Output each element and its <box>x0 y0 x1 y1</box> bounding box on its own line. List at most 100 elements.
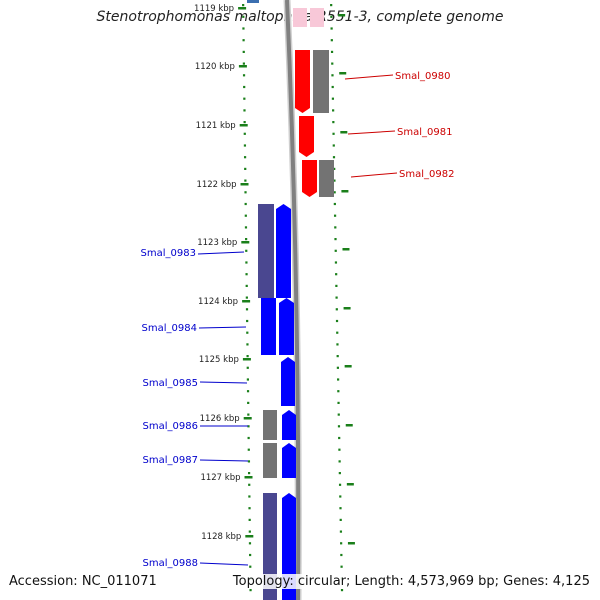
minor-tick <box>333 202 336 206</box>
minor-tick <box>340 542 343 545</box>
reverse-cds-arrow <box>282 410 296 440</box>
major-tick <box>242 300 251 303</box>
minor-tick <box>333 191 336 194</box>
reverse-gene-feature <box>261 298 276 355</box>
kbp-label: 1123 kbp <box>197 238 237 248</box>
minor-tick <box>247 413 250 416</box>
minor-tick <box>248 530 251 533</box>
kbp-label: 1120 kbp <box>195 62 235 72</box>
minor-tick <box>338 448 341 451</box>
minor-tick <box>247 448 250 451</box>
kbp-label: 1125 kbp <box>199 355 239 365</box>
minor-tick <box>247 401 250 404</box>
major-tick <box>244 476 253 479</box>
minor-tick <box>338 472 341 475</box>
reverse-cds-arrow <box>276 204 291 298</box>
gene-leader-line <box>199 381 248 384</box>
tick-marks-right <box>330 4 344 592</box>
minor-tick <box>242 15 245 18</box>
minor-tick <box>246 378 249 381</box>
minor-tick <box>249 565 252 568</box>
minor-tick <box>245 273 248 276</box>
minor-tick <box>337 390 340 393</box>
minor-tick <box>337 378 340 381</box>
reverse-gene-feature <box>263 493 277 600</box>
gene-leader-line <box>350 172 398 178</box>
minor-tick <box>247 472 251 475</box>
partial-feature <box>247 0 259 3</box>
major-tick <box>245 535 254 538</box>
gene-leader-line <box>347 130 396 135</box>
major-tick <box>241 241 250 244</box>
minor-tick <box>339 507 342 510</box>
major-tick-outer <box>341 190 349 193</box>
minor-tick <box>243 132 246 135</box>
minor-tick <box>245 296 248 299</box>
gene-label: Smal_0985 <box>143 378 198 389</box>
minor-tick <box>247 460 251 463</box>
minor-tick <box>331 62 334 65</box>
major-tick <box>238 7 247 10</box>
minor-tick <box>335 296 338 299</box>
forward-cds-arrow <box>295 50 310 113</box>
gene-leader-line <box>199 562 249 566</box>
kbp-labels: 1119 kbp 1120 kbp 1121 kbp 1122 kbp 1123 kbp… <box>194 4 355 545</box>
minor-tick <box>336 331 339 334</box>
gene-leader-line <box>198 326 247 329</box>
gene-label: Smal_0983 <box>141 248 196 259</box>
minor-tick <box>330 15 333 18</box>
minor-tick <box>242 4 245 7</box>
gene-label: Smal_0988 <box>143 558 198 569</box>
gene-labels: Smal_0980 Smal_0981 Smal_0982 Smal_0983 Smal… <box>141 71 455 569</box>
minor-tick <box>247 436 250 440</box>
major-tick <box>239 124 248 127</box>
minor-tick <box>248 518 251 521</box>
minor-tick <box>249 553 252 557</box>
minor-tick <box>336 343 339 346</box>
major-tick-outer <box>343 307 351 310</box>
gene-leader-line <box>199 459 249 462</box>
reverse-cds-arrow <box>281 357 295 406</box>
minor-tick <box>337 413 340 416</box>
major-tick-outer <box>345 424 353 427</box>
minor-tick <box>242 62 245 65</box>
minor-tick <box>245 249 248 252</box>
major-tick <box>242 358 251 361</box>
reverse-cds-arrow <box>282 493 296 600</box>
gene-leader-line <box>344 74 394 80</box>
minor-tick <box>246 390 250 393</box>
minor-tick <box>244 202 247 206</box>
kbp-label: 1128 kbp <box>201 532 241 542</box>
major-tick-outer <box>342 248 350 251</box>
backbone-line <box>285 0 301 600</box>
gene-label: Smal_0980 <box>395 71 450 82</box>
major-tick <box>243 417 252 420</box>
genome-summary: Topology: circular; Length: 4,573,969 bp… <box>232 574 590 589</box>
gene-label: Smal_0981 <box>397 127 452 138</box>
minor-tick <box>338 483 342 486</box>
minor-tick <box>340 565 343 568</box>
minor-tick <box>330 27 333 30</box>
minor-tick <box>245 261 248 264</box>
minor-tick <box>330 39 333 42</box>
reverse-gene-feature <box>258 204 274 298</box>
minor-tick <box>247 425 250 428</box>
minor-tick <box>248 542 252 545</box>
minor-tick <box>245 284 248 287</box>
minor-tick <box>243 121 246 124</box>
minor-tick <box>330 50 334 53</box>
minor-tick <box>336 355 339 358</box>
minor-tick <box>245 308 249 311</box>
minor-tick <box>243 144 247 147</box>
gene-feature-block <box>263 443 277 478</box>
minor-tick <box>246 355 249 358</box>
minor-tick <box>243 109 246 112</box>
minor-tick <box>246 366 249 369</box>
minor-tick <box>246 319 249 323</box>
reverse-cds-arrow <box>279 298 294 355</box>
minor-tick <box>333 167 336 170</box>
kbp-label: 1121 kbp <box>196 121 236 131</box>
minor-tick <box>338 436 341 440</box>
minor-tick <box>335 319 339 323</box>
